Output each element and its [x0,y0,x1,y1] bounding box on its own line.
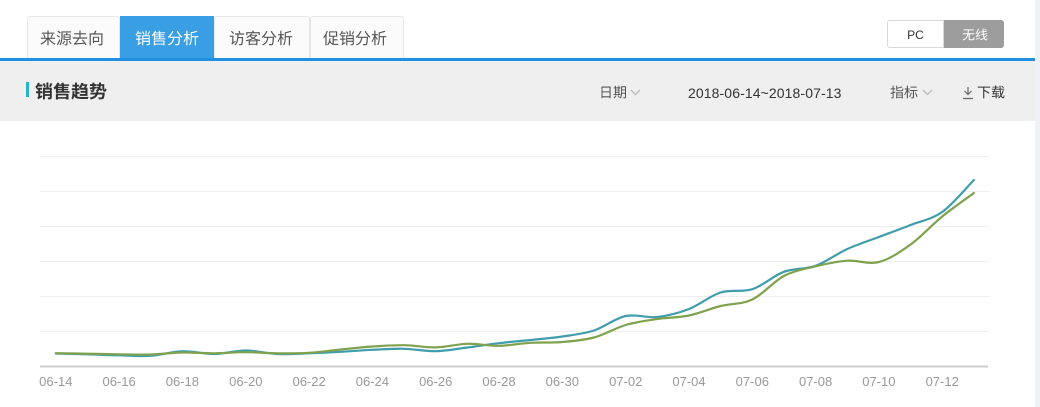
svg-text:06-18: 06-18 [166,374,199,389]
svg-text:07-02: 07-02 [609,374,642,389]
svg-text:06-16: 06-16 [102,374,135,389]
svg-text:07-04: 07-04 [672,374,705,389]
svg-text:06-28: 06-28 [482,374,515,389]
svg-text:07-08: 07-08 [799,374,832,389]
svg-text:06-24: 06-24 [356,374,389,389]
svg-text:07-10: 07-10 [862,374,895,389]
svg-text:07-12: 07-12 [926,374,959,389]
svg-text:06-20: 06-20 [229,374,262,389]
svg-text:06-26: 06-26 [419,374,452,389]
svg-text:07-06: 07-06 [736,374,769,389]
svg-text:06-30: 06-30 [546,374,579,389]
svg-text:06-22: 06-22 [292,374,325,389]
svg-text:06-14: 06-14 [39,374,72,389]
